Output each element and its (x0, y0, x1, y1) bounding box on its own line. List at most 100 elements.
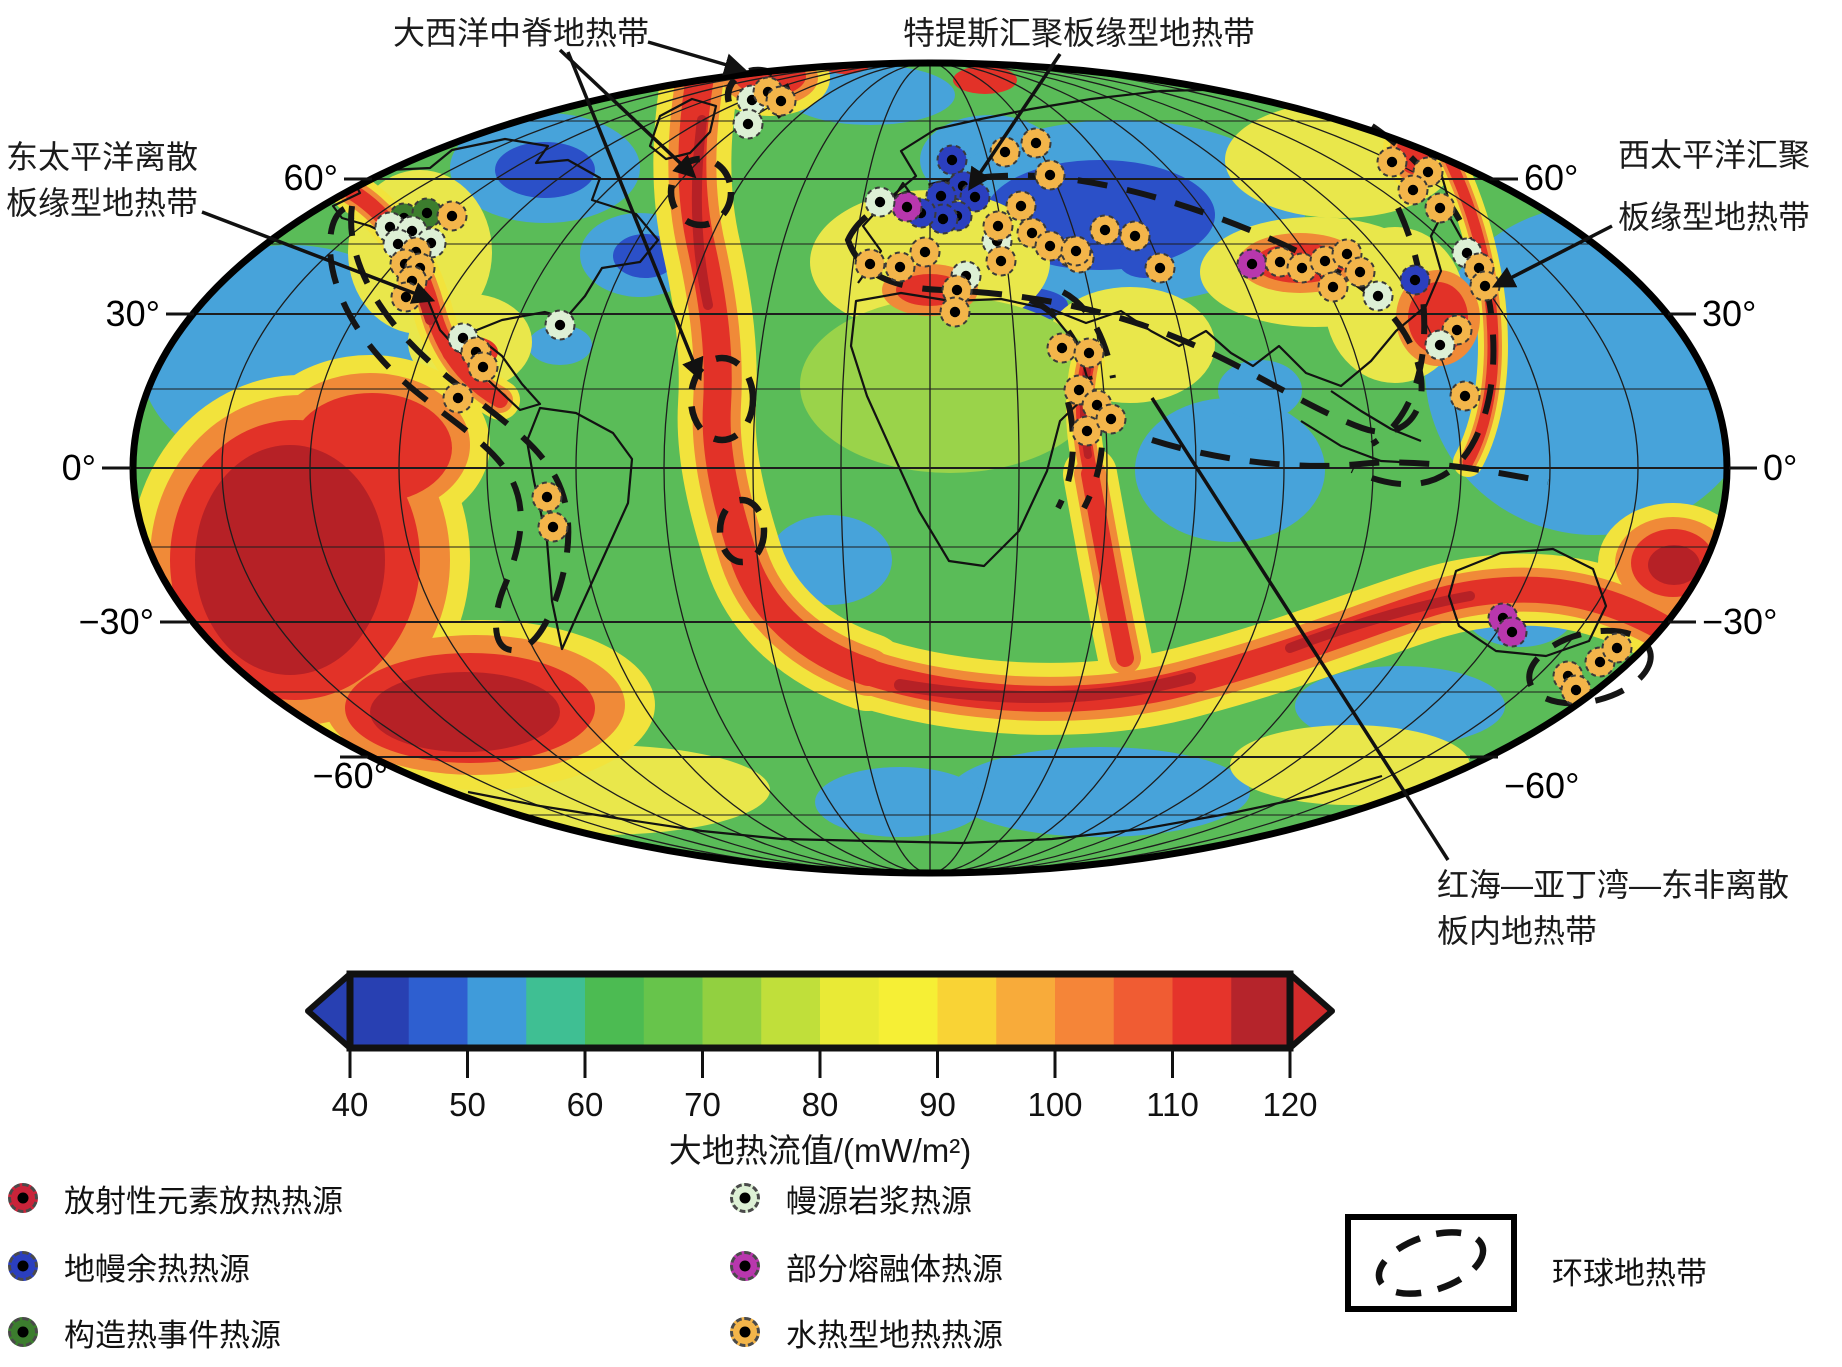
graticule (133, 63, 1727, 873)
partial-melt-dot-icon (730, 1251, 760, 1281)
mantle-residual-dot-icon (8, 1251, 38, 1281)
annotation-leaders (201, 40, 1613, 861)
map-dot-hydrothermal (1344, 256, 1376, 288)
colorbar-title: 大地热流值/(mW/m²) (668, 1132, 972, 1169)
annotation-tethys: 特提斯汇聚板缘型地热带 (903, 15, 1256, 51)
latitude-label: 0° (62, 447, 96, 488)
map-dot-hydrothermal (939, 296, 971, 328)
belt-legend-box (1345, 1214, 1517, 1312)
map-dot-hydrothermal (1060, 235, 1092, 267)
annotation-east-pacific: 东太平洋离散 板缘型地热带 (5, 139, 198, 222)
map-dot-tectonic (411, 197, 443, 229)
map-dot-mantle_residual (936, 144, 968, 176)
latitude-label: 30° (1702, 293, 1756, 334)
annotation-west-pacific: 西太平洋汇聚 板缘型地热带 (1618, 137, 1811, 236)
leader-west-pacific (1491, 224, 1613, 288)
belt-se-australia (1526, 627, 1654, 707)
map-dot-hydrothermal (985, 245, 1017, 277)
mantle-magma-dot-icon (730, 1183, 760, 1213)
colorbar-tick-label: 70 (684, 1086, 721, 1123)
belt-indonesia (1151, 437, 1549, 485)
leader-atlantic-1 (647, 40, 748, 76)
leader-atlantic-2 (558, 48, 697, 179)
map-dot-hydrothermal (537, 511, 569, 543)
map-dot-mantle_residual (1399, 264, 1431, 296)
latitude-labels: 60° 30° 0° −30° −60° 60° 30° 0° −30° −60° (62, 157, 1798, 806)
colorbar-tick-label: 80 (802, 1086, 839, 1123)
map-dot-hydrothermal (854, 248, 886, 280)
dashed-ellipse-icon (1375, 1229, 1487, 1297)
colorbar: 40 50 60 70 80 90 100 110 120 (305, 970, 1335, 1123)
latitude-label: 60° (1524, 157, 1578, 198)
map-dot-mantle_magma (864, 186, 896, 218)
hydrothermal-dot-icon (730, 1317, 760, 1347)
legend-label: 幔源岩浆热源 (786, 1183, 972, 1219)
map-dot-hydrothermal (1376, 146, 1408, 178)
belt-east-africa-west (1055, 401, 1076, 510)
leader-tethys (968, 53, 1062, 191)
latitude-label: 30° (106, 293, 160, 334)
legend-item-partial-melt: 部分熔融体热源 (730, 1248, 1003, 1287)
latitude-label: 0° (1763, 447, 1797, 488)
map-dot-mantle_magma (544, 309, 576, 341)
map-dot-hydrothermal (982, 210, 1014, 242)
colorbar-tick-label: 60 (567, 1086, 604, 1123)
legend-item-mantle-magma: 幔源岩浆热源 (730, 1180, 972, 1219)
belt-red-sea-east (1061, 289, 1116, 379)
map-dot-hydrothermal (1317, 271, 1349, 303)
legend-label: 部分熔融体热源 (786, 1251, 1003, 1287)
map-dot-hydrothermal (1601, 632, 1633, 664)
colorbar-tick-label: 120 (1262, 1086, 1317, 1123)
leader-atlantic-3 (566, 51, 704, 382)
latitude-label: 60° (284, 157, 338, 198)
latitude-label: −30° (79, 601, 154, 642)
map-dot-hydrothermal (909, 236, 941, 268)
map-dot-mantle_magma (1424, 329, 1456, 361)
map-dot-hydrothermal (1119, 220, 1151, 252)
map-dot-hydrothermal (1034, 230, 1066, 262)
legend-label: 水热型地热热源 (786, 1317, 1003, 1353)
map-dot-hydrothermal (1020, 127, 1052, 159)
map-dot-hydrothermal (1424, 192, 1456, 224)
map-dot-hydrothermal (442, 382, 474, 414)
map-dot-hydrothermal (1071, 415, 1103, 447)
colorbar-tick-label: 100 (1027, 1086, 1082, 1123)
map-dot-mantle_magma (732, 108, 764, 140)
annotation-red-sea: 红海—亚丁湾—东非离散 板内地热带 (1437, 867, 1790, 950)
map-dot-hydrothermal (1264, 246, 1296, 278)
legend-item-tectonic: 构造热事件热源 (8, 1314, 281, 1353)
leader-red-sea (1150, 397, 1450, 861)
annotation-atlantic-ridge: 大西洋中脊地热带 (393, 15, 650, 51)
latitude-ticks (102, 177, 1757, 759)
map-dot-hydrothermal (765, 85, 797, 117)
belt-legend-label: 环球地热带 (1552, 1256, 1707, 1291)
colorbar-tick-label: 50 (449, 1086, 486, 1123)
legend-item-hydrothermal: 水热型地热热源 (730, 1314, 1003, 1353)
map-dot-partial_melt (891, 191, 923, 223)
map-dot-mantle_magma (1362, 280, 1394, 312)
map-dot-partial_melt (1236, 248, 1268, 280)
heat-source-dots (374, 76, 1633, 706)
map-dot-hydrothermal (1046, 332, 1078, 364)
map-dot-hydrothermal (1449, 380, 1481, 412)
map-dot-hydrothermal (1095, 403, 1127, 435)
map-dot-hydrothermal (1073, 337, 1105, 369)
belt-west-pacific-inner (1370, 206, 1428, 447)
latitude-label: −30° (1702, 601, 1777, 642)
radioactive-dot-icon (8, 1183, 38, 1213)
colorbar-tick-label: 40 (332, 1086, 369, 1123)
map-dot-mantle_residual (925, 180, 957, 212)
map-dot-hydrothermal (1034, 159, 1066, 191)
map-dot-hydrothermal (467, 351, 499, 383)
map-dot-hydrothermal (1397, 174, 1429, 206)
map-dot-partial_melt (1496, 616, 1528, 648)
tectonic-dot-icon (8, 1317, 38, 1347)
legend-label: 地幔余热热源 (64, 1251, 250, 1287)
map-dot-hydrothermal (884, 251, 916, 283)
map-dot-hydrothermal (1144, 252, 1176, 284)
map-dot-hydrothermal (1005, 190, 1037, 222)
colorbar-tick-label: 110 (1146, 1086, 1199, 1123)
colorbar-tick-label: 90 (919, 1086, 956, 1123)
